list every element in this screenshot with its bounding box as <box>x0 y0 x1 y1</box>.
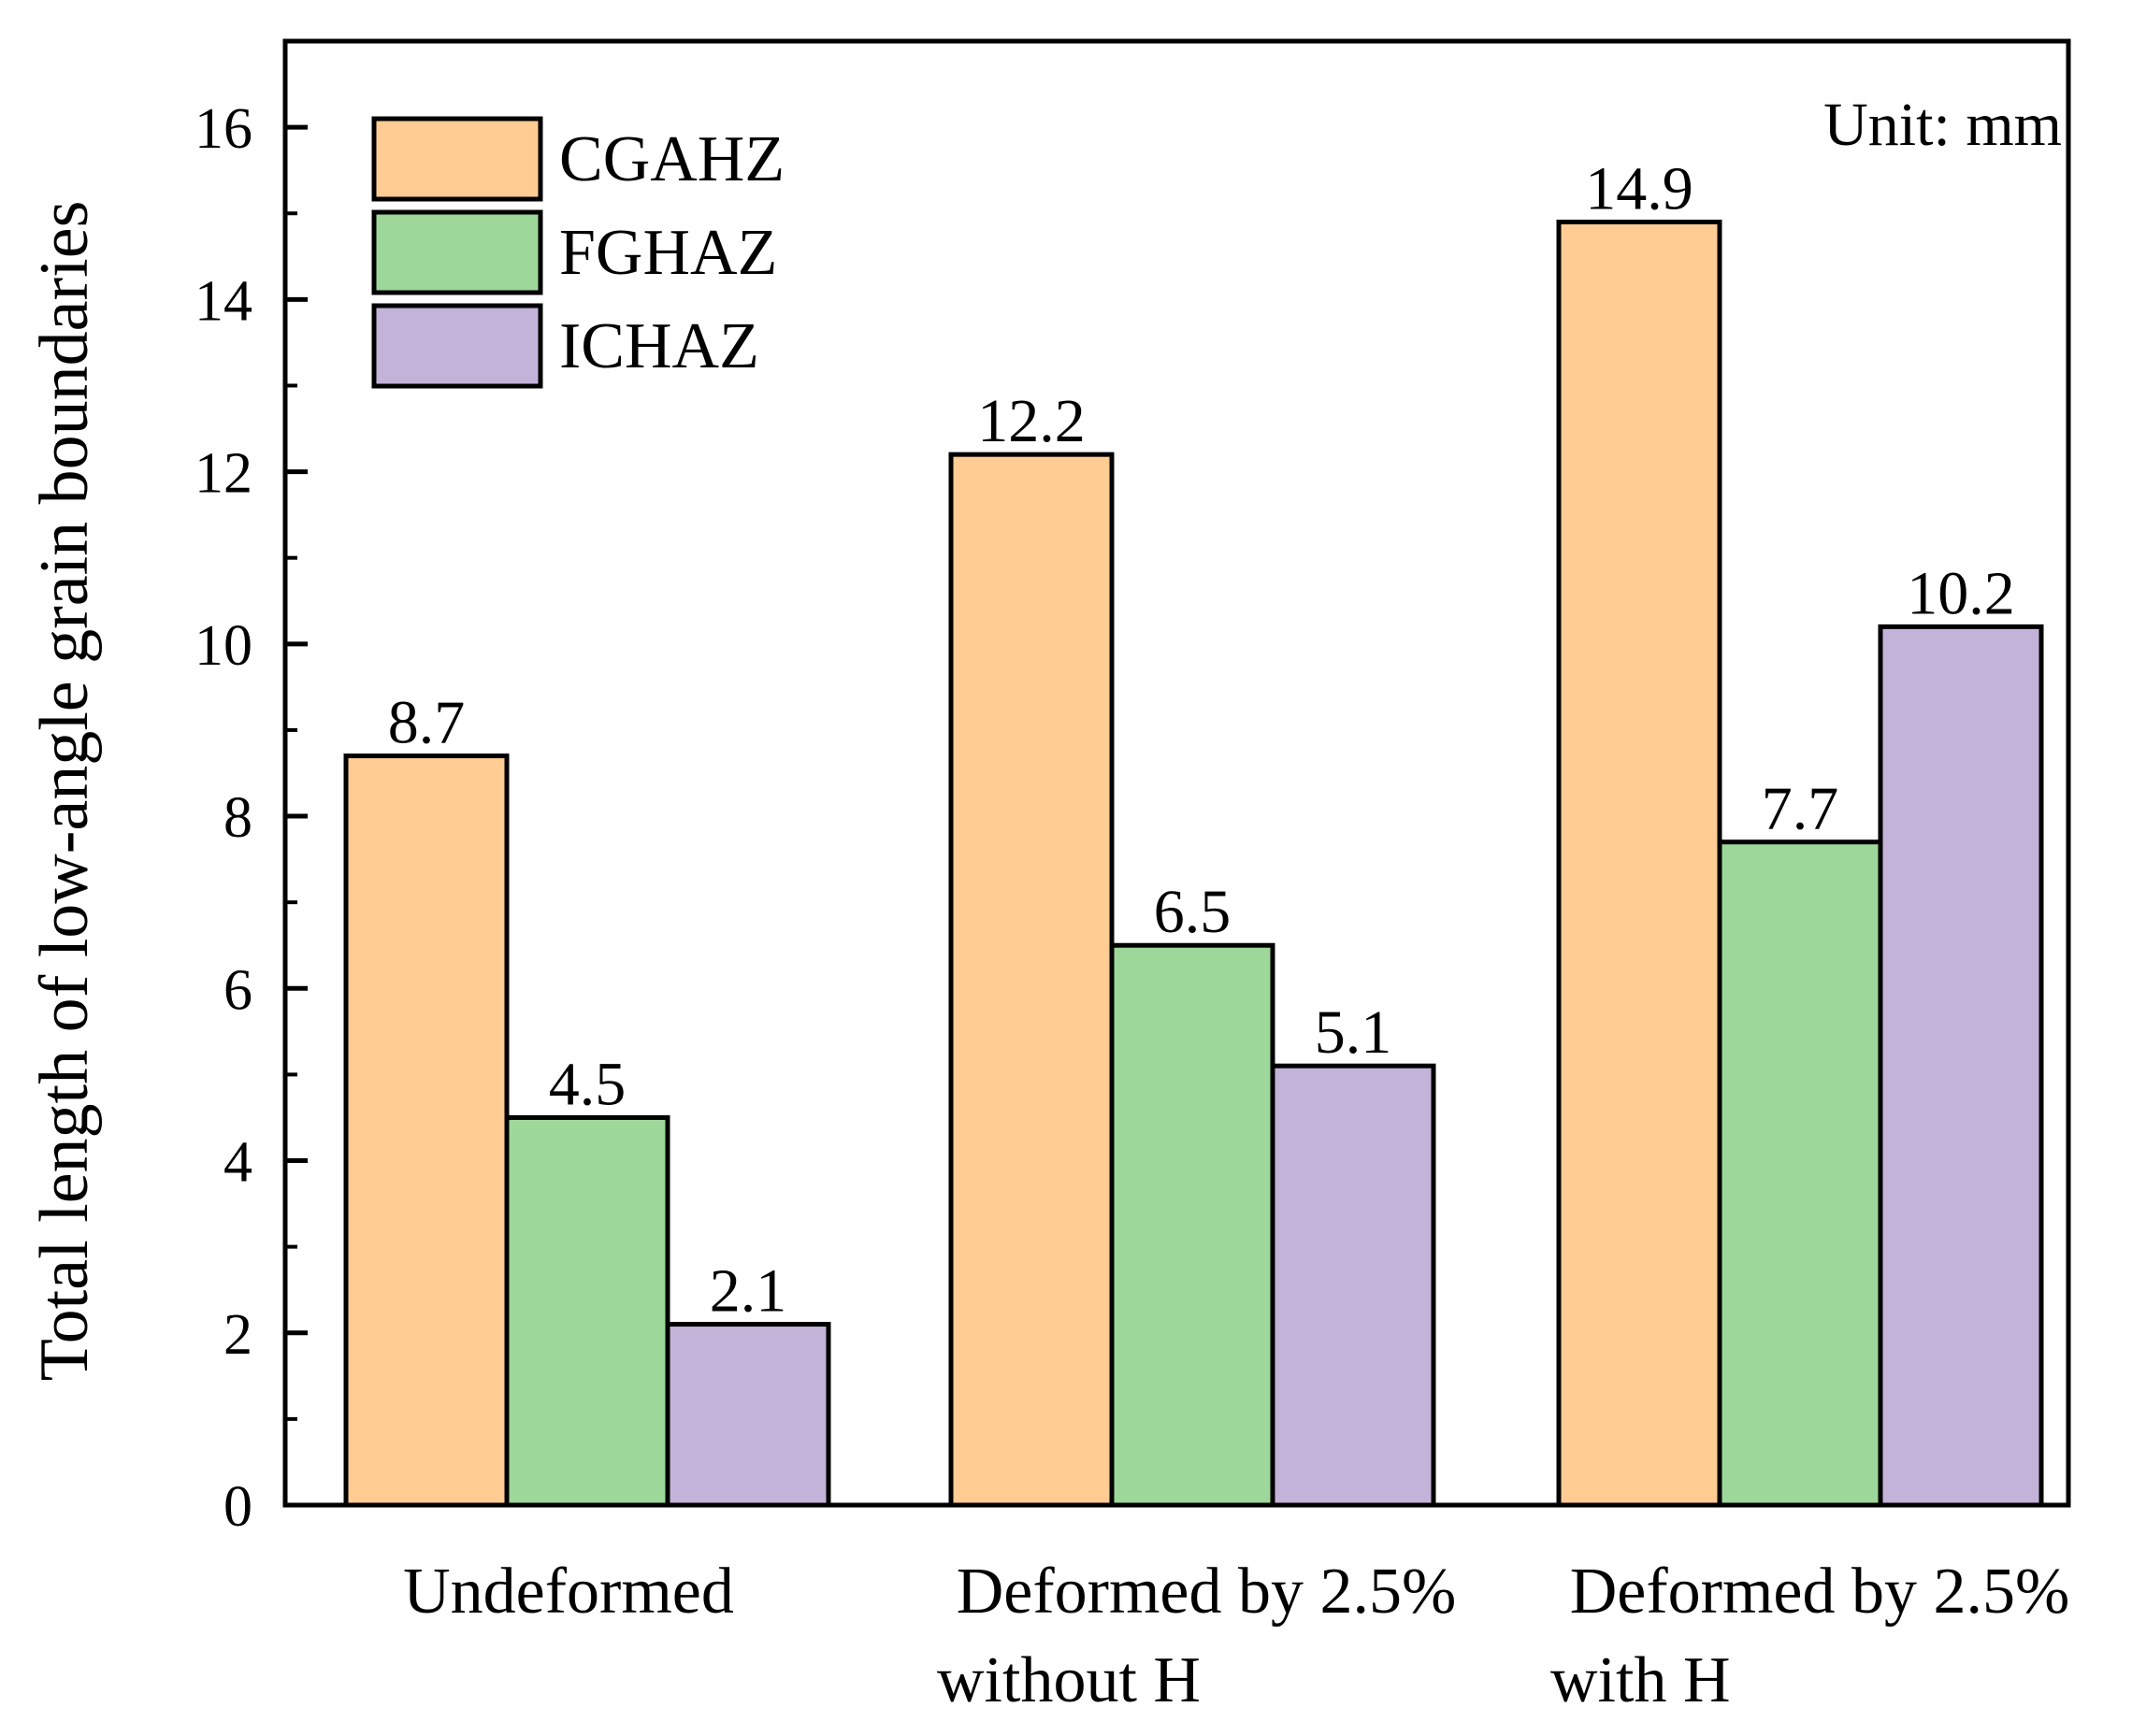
legend-swatch-ichaz <box>371 303 543 389</box>
bar-cgahz-1 <box>948 452 1115 1508</box>
legend-swatch-fghaz <box>371 209 543 295</box>
legend-label-ichaz: ICHAZ <box>559 310 759 382</box>
data-label-fghaz-0: 4.5 <box>549 1050 627 1118</box>
data-label-ichaz-2: 10.2 <box>1907 559 2015 627</box>
x-category-label-1-1: without H <box>937 1644 1201 1716</box>
y-axis-label: Total length of low-angle grain boundari… <box>26 201 103 1382</box>
bar-cgahz-0 <box>343 753 510 1508</box>
y-tick-label-6: 6 <box>223 958 252 1022</box>
data-label-cgahz-1: 12.2 <box>977 387 1086 455</box>
y-tick-label-14: 14 <box>194 269 252 333</box>
data-label-ichaz-1: 5.1 <box>1315 998 1392 1067</box>
y-tick-label-0: 0 <box>223 1475 252 1539</box>
data-label-ichaz-0: 2.1 <box>710 1257 787 1326</box>
legend-label-fghaz: FGHAZ <box>559 217 777 289</box>
y-tick-label-2: 2 <box>223 1303 252 1367</box>
bar-ichaz-2 <box>1878 624 2044 1508</box>
bar-ichaz-1 <box>1270 1063 1436 1508</box>
data-label-fghaz-1: 6.5 <box>1154 878 1232 946</box>
y-tick-label-4: 4 <box>223 1131 252 1195</box>
y-tick-label-12: 12 <box>194 442 252 506</box>
y-tick-label-16: 16 <box>194 97 252 161</box>
x-category-label-1-0: Deformed by 2.5% <box>957 1556 1457 1628</box>
y-tick-label-8: 8 <box>223 786 252 850</box>
data-label-fghaz-2: 7.7 <box>1762 775 1839 843</box>
bar-fghaz-2 <box>1717 839 1883 1508</box>
bar-ichaz-0 <box>665 1322 831 1508</box>
bar-cgahz-2 <box>1556 219 1722 1508</box>
data-label-cgahz-0: 8.7 <box>388 689 466 757</box>
bar-fghaz-1 <box>1109 942 1275 1508</box>
x-category-label-2-1: with H <box>1550 1644 1731 1716</box>
unit-note: Unit: mm <box>1823 91 2062 159</box>
bar-fghaz-0 <box>504 1114 670 1508</box>
legend-label-cgahz: CGAHZ <box>559 123 785 195</box>
data-label-cgahz-2: 14.9 <box>1585 154 1693 222</box>
x-category-label-0-0: Undeformed <box>403 1556 734 1628</box>
plot-frame <box>282 38 2071 1508</box>
x-category-label-2-0: Deformed by 2.5% <box>1570 1556 2070 1628</box>
legend-swatch-cgahz <box>371 116 543 202</box>
y-tick-label-10: 10 <box>194 614 252 678</box>
